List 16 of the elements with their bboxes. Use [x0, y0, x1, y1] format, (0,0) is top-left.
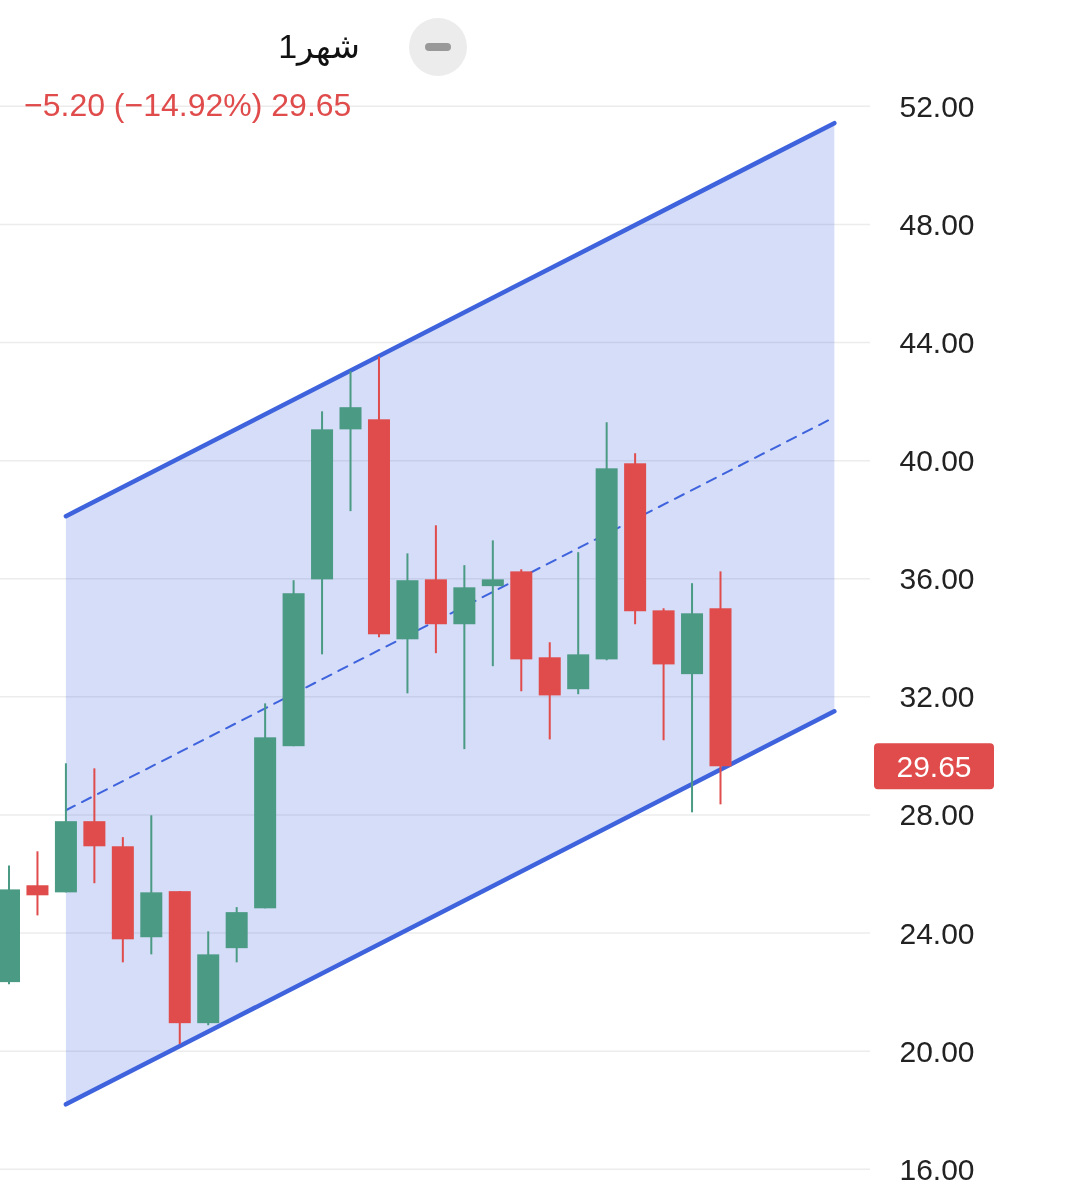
- candlestick: [481, 539, 504, 668]
- y-tick-label: 24.00: [899, 916, 975, 950]
- text: 1شهر: [278, 27, 360, 67]
- y-tick-label: 40.00: [899, 444, 975, 478]
- y-tick-label: 16.00: [899, 1152, 975, 1186]
- text: 29.65: [896, 749, 972, 783]
- y-tick-label: 48.00: [899, 207, 975, 241]
- y-tick-label: 36.00: [899, 562, 975, 596]
- candlestick: [339, 370, 362, 513]
- text: −5.20 (−14.92%) 29.65: [24, 87, 352, 123]
- y-tick-label: 44.00: [899, 326, 975, 360]
- candlestick: [26, 850, 49, 917]
- y-tick-label: 20.00: [899, 1034, 975, 1068]
- y-tick-label: 52.00: [899, 89, 975, 123]
- y-tick-label: 32.00: [899, 680, 975, 714]
- y-tick-label: 28.00: [899, 798, 975, 832]
